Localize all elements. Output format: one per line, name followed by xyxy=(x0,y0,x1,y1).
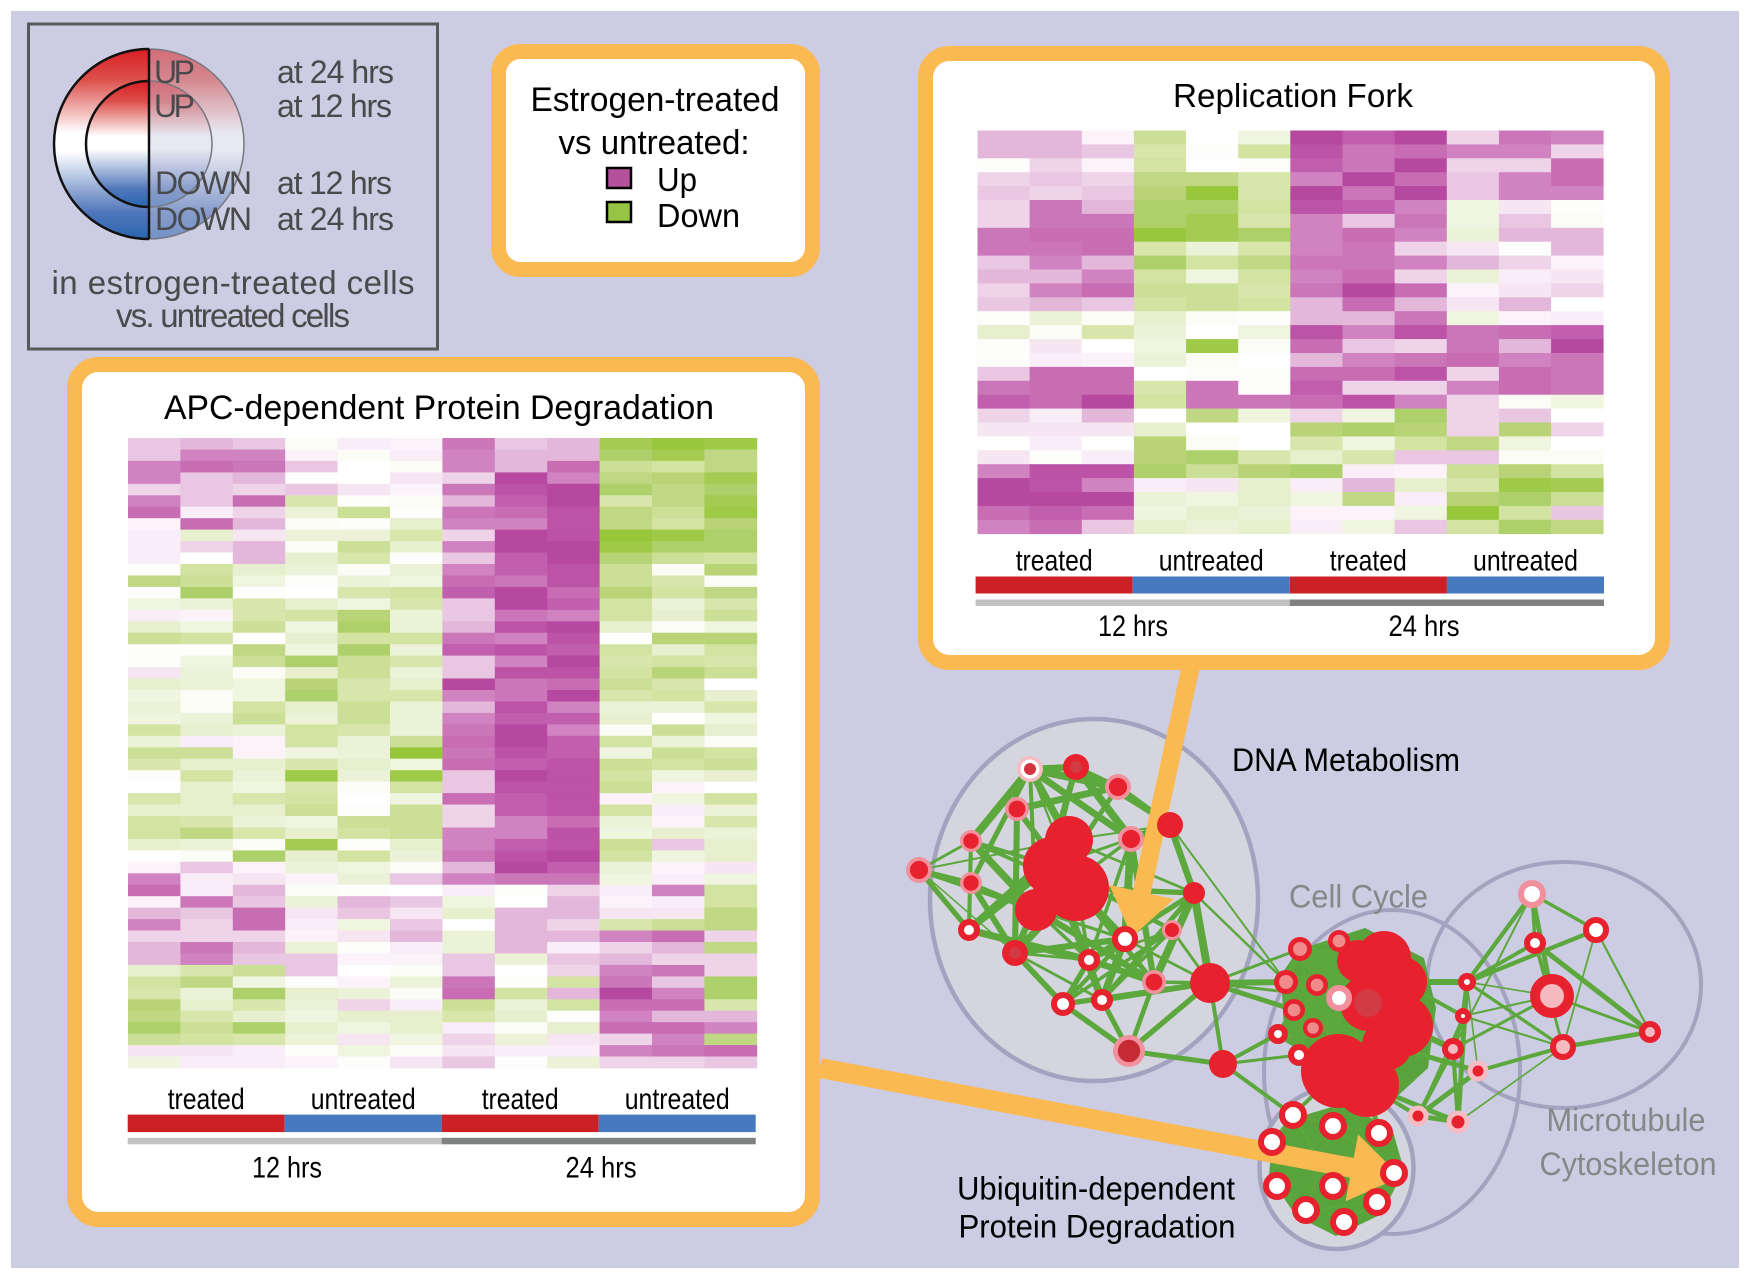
svg-text:Cell Cycle: Cell Cycle xyxy=(1289,879,1428,915)
svg-text:vs. untreated cells: vs. untreated cells xyxy=(116,297,350,334)
svg-text:Replication Fork: Replication Fork xyxy=(1173,77,1413,114)
svg-text:untreated: untreated xyxy=(311,1083,416,1116)
svg-text:Estrogen-treated: Estrogen-treated xyxy=(531,81,780,119)
svg-text:at 24 hrs: at 24 hrs xyxy=(277,201,394,237)
svg-text:Cytoskeleton: Cytoskeleton xyxy=(1540,1146,1717,1182)
svg-text:Down: Down xyxy=(657,197,740,234)
svg-text:DOWN: DOWN xyxy=(155,165,252,201)
svg-text:24 hrs: 24 hrs xyxy=(1389,610,1460,643)
svg-text:12 hrs: 12 hrs xyxy=(252,1152,322,1185)
svg-text:untreated: untreated xyxy=(1473,545,1578,578)
svg-text:DOWN: DOWN xyxy=(155,201,252,237)
svg-text:24 hrs: 24 hrs xyxy=(566,1152,637,1185)
svg-text:Up: Up xyxy=(657,161,697,198)
svg-text:APC-dependent Protein Degradat: APC-dependent Protein Degradation xyxy=(164,389,714,427)
svg-text:at 12 hrs: at 12 hrs xyxy=(277,88,392,124)
svg-text:at 12 hrs: at 12 hrs xyxy=(277,165,392,201)
svg-text:Ubiquitin-dependent: Ubiquitin-dependent xyxy=(957,1171,1235,1207)
svg-text:in estrogen-treated cells: in estrogen-treated cells xyxy=(52,264,415,301)
svg-text:Protein Degradation: Protein Degradation xyxy=(959,1209,1236,1245)
svg-text:DNA Metabolism: DNA Metabolism xyxy=(1232,742,1460,778)
svg-text:untreated: untreated xyxy=(1159,545,1264,578)
svg-text:UP: UP xyxy=(154,88,195,124)
svg-text:treated: treated xyxy=(482,1083,559,1116)
svg-text:treated: treated xyxy=(168,1083,245,1116)
svg-text:Microtubule: Microtubule xyxy=(1547,1102,1706,1138)
svg-text:12 hrs: 12 hrs xyxy=(1098,610,1168,643)
svg-text:treated: treated xyxy=(1016,545,1093,578)
svg-text:UP: UP xyxy=(154,54,195,90)
svg-text:vs untreated:: vs untreated: xyxy=(559,124,750,162)
svg-text:at 24 hrs: at 24 hrs xyxy=(277,54,394,90)
svg-text:untreated: untreated xyxy=(625,1083,730,1116)
svg-text:treated: treated xyxy=(1330,545,1407,578)
